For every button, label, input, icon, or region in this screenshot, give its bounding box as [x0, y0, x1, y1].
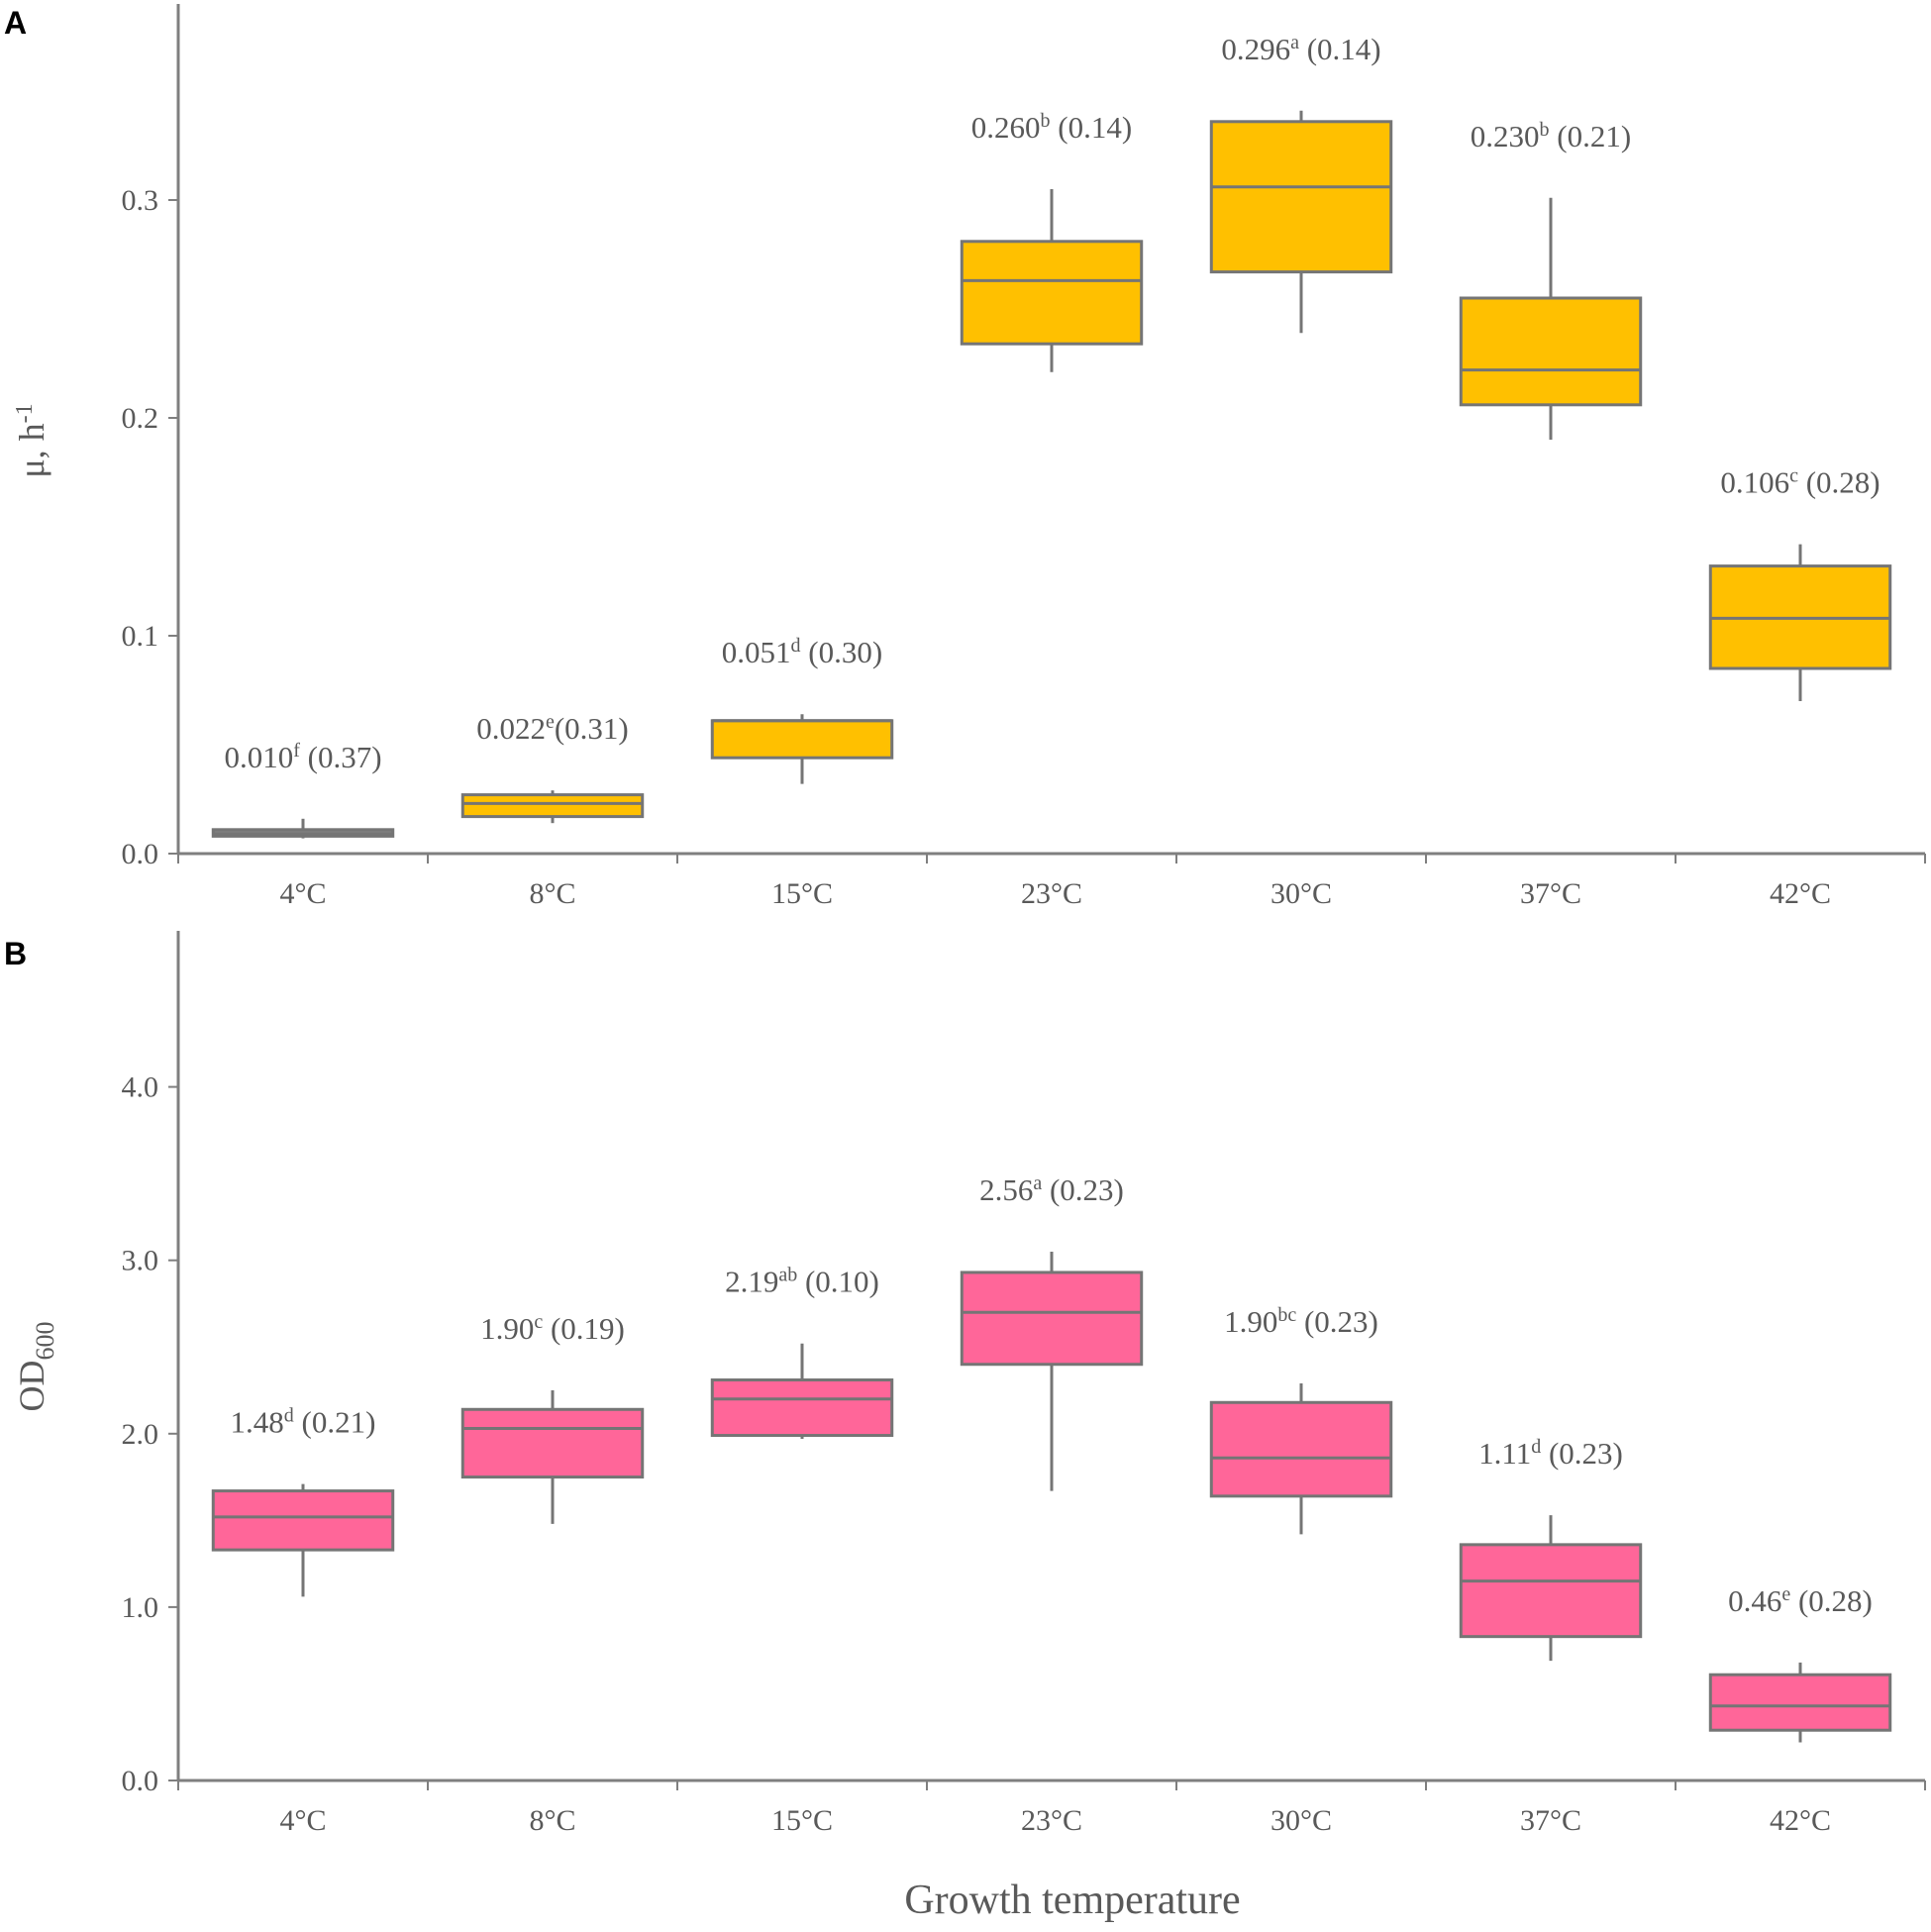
panel-a-y-tick-label: 0.3 — [122, 184, 159, 217]
panel-b-4c-box — [211, 1489, 395, 1552]
panel-a-letter: A — [4, 5, 27, 41]
panel-b-y-tick-label: 3.0 — [122, 1245, 159, 1277]
panel-a-x-tick-label: 4°C — [279, 877, 326, 910]
panel-b-37c-annotation: 1.11d (0.23) — [1478, 1436, 1623, 1471]
panel-b-4c-annotation: 1.48d (0.21) — [231, 1405, 376, 1440]
panel-a-y-tick-label: 0.0 — [122, 838, 159, 870]
panel-a-x-tick-label: 15°C — [771, 877, 833, 910]
panel-b-15c-box — [710, 1378, 894, 1438]
panel-b: B 0.0 1.0 2.0 3.0 4.0 OD600 1.48d (0.21) 4°C 1.9… — [4, 931, 1926, 1837]
panel-a-x-tick-label: 30°C — [1270, 877, 1332, 910]
panel-b-x-tick-label: 4°C — [279, 1804, 326, 1837]
panel-b-x-tick-label: 42°C — [1770, 1804, 1831, 1837]
panel-a-4c-annotation: 0.010f (0.37) — [224, 740, 381, 774]
panel-b-y-tick-label: 1.0 — [122, 1591, 159, 1624]
panel-a-15c-box — [710, 719, 894, 760]
panel-a-30c-annotation: 0.296a (0.14) — [1221, 32, 1380, 66]
panel-b-8c-box — [460, 1407, 645, 1479]
panel-a-37c-box — [1459, 296, 1643, 407]
panel-a-15c-annotation: 0.051d (0.30) — [722, 635, 882, 669]
panel-b-37c-box-group: 1.11d (0.23) — [1459, 1436, 1643, 1662]
panel-a-23c-annotation: 0.260b (0.14) — [971, 110, 1132, 145]
panel-b-30c-box — [1209, 1400, 1393, 1498]
panel-a-37c-box-group: 0.230b (0.21) — [1459, 119, 1643, 440]
panel-a-8c-annotation: 0.022e(0.31) — [476, 711, 629, 746]
panel-b-x-tick-label: 15°C — [771, 1804, 833, 1837]
panel-b-8c-box-group: 1.90c (0.19) — [460, 1311, 645, 1524]
panel-b-42c-annotation: 0.46e (0.28) — [1728, 1583, 1873, 1618]
panel-a-15c-box-group: 0.051d (0.30) — [710, 635, 894, 784]
panel-a-42c-box-group: 0.106c (0.28) — [1708, 465, 1892, 701]
panel-a-30c-box — [1209, 120, 1393, 274]
panel-b-x-tick-label: 23°C — [1021, 1804, 1082, 1837]
panel-b-23c-annotation: 2.56a (0.23) — [979, 1172, 1124, 1207]
panel-a-x-tick-label: 42°C — [1770, 877, 1831, 910]
panel-b-8c-annotation: 1.90c (0.19) — [480, 1311, 625, 1346]
panel-b-y-tick-label: 2.0 — [122, 1418, 159, 1451]
panel-b-4c-box-group: 1.48d (0.21) — [211, 1405, 395, 1597]
panel-b-y-tick-label: 4.0 — [122, 1071, 159, 1104]
panel-b-x-tick-label: 30°C — [1270, 1804, 1332, 1837]
panel-a-37c-annotation: 0.230b (0.21) — [1471, 119, 1631, 153]
panel-b-23c-box-group: 2.56a (0.23) — [960, 1172, 1144, 1491]
panel-b-15c-annotation: 2.19ab (0.10) — [725, 1265, 879, 1299]
panel-b-30c-annotation: 1.90bc (0.23) — [1224, 1304, 1378, 1339]
panel-b-37c-box — [1459, 1543, 1643, 1639]
panel-b-y-axis-label: OD600 — [12, 1322, 59, 1412]
panel-a: A 0.0 0.1 0.2 0.3 μ, h-1 0.010f (0.37) 4°C 0.02… — [4, 4, 1926, 910]
panel-b-x-tick-label: 37°C — [1520, 1804, 1581, 1837]
panel-a-8c-box — [460, 793, 645, 819]
panel-b-y-tick-label: 0.0 — [122, 1765, 159, 1797]
panel-a-y-axis-label: μ, h-1 — [12, 403, 51, 477]
panel-a-x-tick-label: 23°C — [1021, 877, 1082, 910]
panel-a-x-tick-label: 37°C — [1520, 877, 1581, 910]
panel-a-42c-annotation: 0.106c (0.28) — [1720, 465, 1880, 500]
panel-b-15c-box-group: 2.19ab (0.10) — [710, 1265, 894, 1440]
panel-a-y-tick-label: 0.1 — [122, 620, 159, 653]
x-axis-label: Growth temperature — [904, 1878, 1240, 1923]
panel-b-42c-box — [1708, 1673, 1892, 1732]
panel-a-8c-box-group: 0.022e(0.31) — [460, 711, 645, 824]
panel-b-x-tick-label: 8°C — [529, 1804, 575, 1837]
panel-b-letter: B — [4, 936, 27, 971]
panel-b-23c-box — [960, 1271, 1144, 1367]
panel-a-x-tick-label: 8°C — [529, 877, 575, 910]
panel-b-42c-box-group: 0.46e (0.28) — [1708, 1583, 1892, 1743]
panel-a-4c-box-group: 0.010f (0.37) — [211, 740, 395, 839]
panel-a-23c-box-group: 0.260b (0.14) — [960, 110, 1144, 372]
panel-b-30c-box-group: 1.90bc (0.23) — [1209, 1304, 1393, 1535]
panel-a-30c-box-group: 0.296a (0.14) — [1209, 32, 1393, 334]
panel-a-23c-box — [960, 240, 1144, 346]
panel-a-y-tick-label: 0.2 — [122, 402, 159, 435]
